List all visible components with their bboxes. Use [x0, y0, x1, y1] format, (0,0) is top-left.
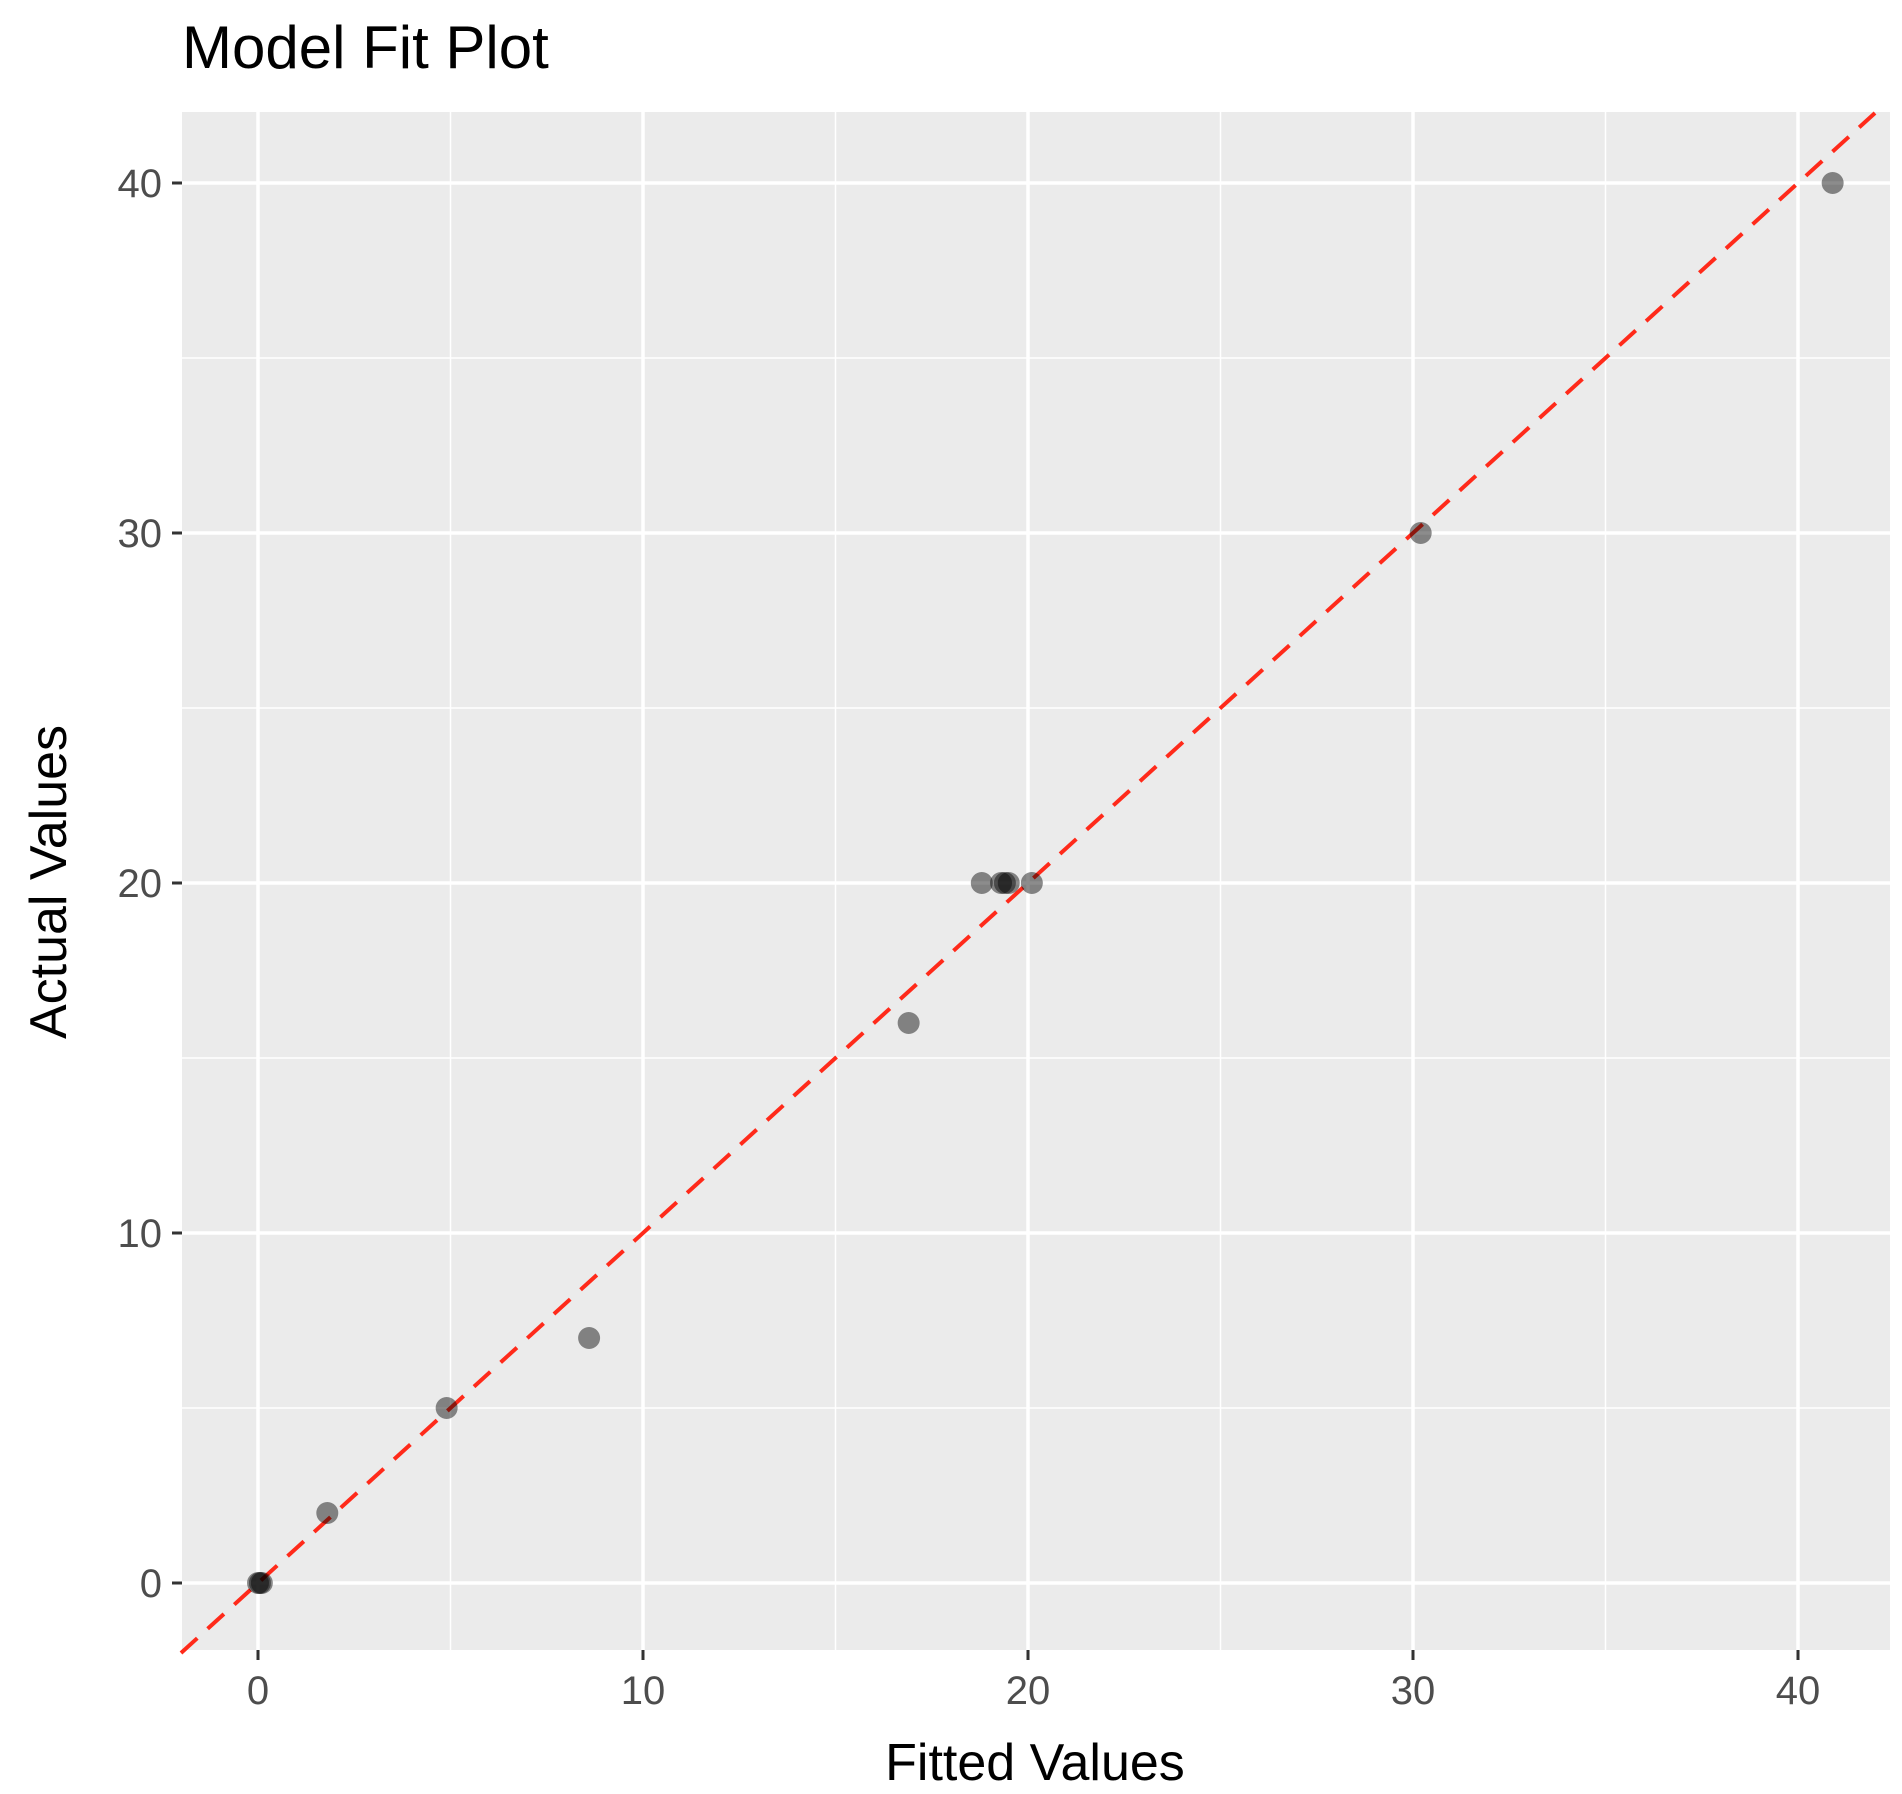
data-point: [1409, 522, 1432, 544]
data-points: [247, 172, 1844, 1594]
data-point: [997, 872, 1020, 894]
data-point: [248, 1572, 271, 1594]
data-point: [1020, 872, 1043, 894]
data-point: [247, 1572, 269, 1594]
reference-line-layer: [179, 111, 1877, 1655]
x-tick-label: 0: [247, 1669, 269, 1713]
data-point: [1821, 172, 1844, 194]
y-tick-label: 30: [118, 512, 163, 556]
y-axis-ticks: 0 10 20 30 40: [118, 162, 182, 1606]
reference-line: [179, 111, 1877, 1655]
x-tick-label: 10: [621, 1669, 666, 1713]
data-point: [316, 1502, 339, 1524]
data-point: [993, 872, 1016, 894]
data-point: [250, 1572, 273, 1594]
x-axis-ticks: 0 10 20 30 40: [247, 1650, 1820, 1713]
y-tick-label: 0: [140, 1562, 162, 1606]
chart-title: Model Fit Plot: [182, 14, 549, 81]
y-tick-label: 10: [118, 1212, 163, 1256]
data-point: [990, 872, 1013, 894]
y-axis-title: Actual Values: [20, 725, 78, 1039]
grid-lines: [182, 112, 1890, 1650]
y-tick-label: 20: [118, 862, 163, 906]
data-point: [897, 1012, 920, 1034]
x-tick-label: 40: [1776, 1669, 1821, 1713]
data-point: [578, 1327, 601, 1349]
x-tick-label: 30: [1391, 1669, 1436, 1713]
x-axis-title: Fitted Values: [885, 1734, 1185, 1792]
data-point: [970, 872, 993, 894]
y-tick-label: 40: [118, 162, 163, 206]
x-tick-label: 20: [1006, 1669, 1051, 1713]
data-point: [435, 1397, 458, 1419]
